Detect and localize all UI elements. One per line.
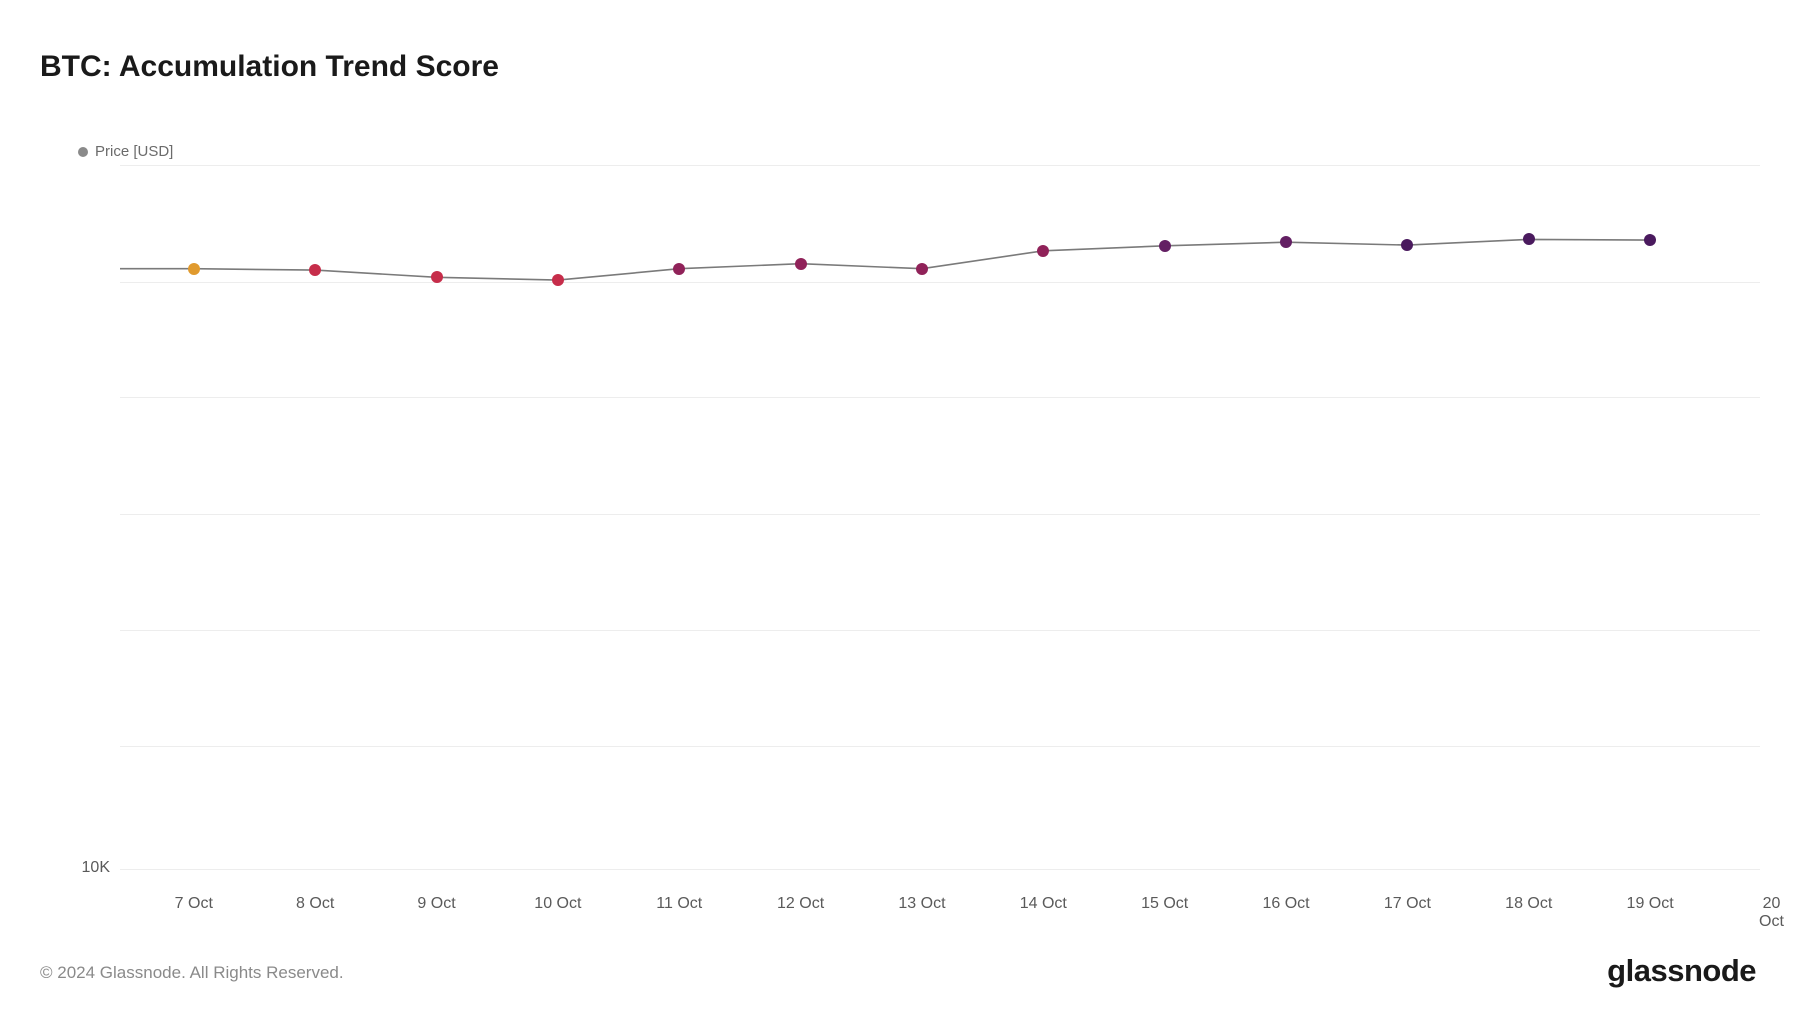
x-axis-label: 9 Oct xyxy=(417,895,455,913)
gridline xyxy=(120,282,1760,283)
data-point xyxy=(916,263,928,275)
gridline xyxy=(120,746,1760,747)
x-axis-label: 15 Oct xyxy=(1141,895,1188,913)
x-axis-label: 12 Oct xyxy=(777,895,824,913)
data-point xyxy=(1280,236,1292,248)
gridline xyxy=(120,397,1760,398)
gridline xyxy=(120,869,1760,870)
copyright-text: © 2024 Glassnode. All Rights Reserved. xyxy=(40,963,344,983)
price-line xyxy=(120,165,1760,880)
data-point xyxy=(431,271,443,283)
data-point xyxy=(1401,239,1413,251)
data-point xyxy=(1523,233,1535,245)
legend-label: Price [USD] xyxy=(95,143,173,160)
x-axis-label: 13 Oct xyxy=(898,895,945,913)
data-point xyxy=(1644,234,1656,246)
chart-title: BTC: Accumulation Trend Score xyxy=(40,50,499,84)
data-point xyxy=(552,274,564,286)
legend-dot-icon xyxy=(78,147,88,157)
x-axis-label: 10 Oct xyxy=(534,895,581,913)
legend: Price [USD] xyxy=(78,143,173,160)
x-axis-label: 19 Oct xyxy=(1627,895,1674,913)
x-axis-label: 11 Oct xyxy=(656,895,702,913)
gridline xyxy=(120,165,1760,166)
data-point xyxy=(188,263,200,275)
data-point xyxy=(1159,240,1171,252)
x-axis-label: 16 Oct xyxy=(1262,895,1309,913)
data-point xyxy=(1037,245,1049,257)
data-point xyxy=(673,263,685,275)
x-axis-label: 14 Oct xyxy=(1020,895,1067,913)
x-axis-label: 18 Oct xyxy=(1505,895,1552,913)
x-axis-label: 17 Oct xyxy=(1384,895,1431,913)
data-point xyxy=(795,258,807,270)
gridline xyxy=(120,514,1760,515)
price-polyline xyxy=(120,239,1650,280)
data-point xyxy=(309,264,321,276)
gridline xyxy=(120,630,1760,631)
brand-logo: glassnode xyxy=(1607,953,1756,989)
x-axis-label: 20 Oct xyxy=(1757,895,1786,931)
y-axis-label: 10K xyxy=(60,859,110,877)
chart-plot-area xyxy=(120,165,1760,880)
x-axis-label: 7 Oct xyxy=(175,895,213,913)
x-axis-label: 8 Oct xyxy=(296,895,334,913)
